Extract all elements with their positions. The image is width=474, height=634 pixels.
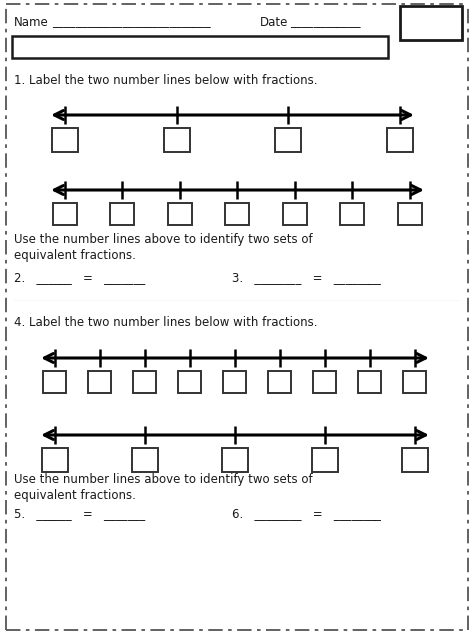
Text: 5.   ______   =   _______: 5. ______ = _______	[14, 507, 145, 521]
Bar	[44, 371, 66, 393]
Bar	[89, 371, 111, 393]
Text: equivalent fractions.: equivalent fractions.	[14, 489, 136, 503]
Text: Use the number lines above to identify two sets of: Use the number lines above to identify t…	[14, 233, 313, 247]
Bar	[340, 203, 365, 225]
Bar	[313, 371, 337, 393]
Text: 1: 1	[411, 375, 419, 389]
Bar	[224, 371, 246, 393]
Text: ____________: ____________	[290, 15, 361, 29]
Bar	[52, 128, 78, 152]
Text: 0: 0	[51, 453, 59, 467]
Text: 0: 0	[61, 207, 69, 221]
Bar	[283, 203, 307, 225]
Bar	[12, 36, 388, 58]
Text: Name: Name	[14, 15, 49, 29]
Bar	[42, 448, 68, 472]
Bar	[164, 128, 190, 152]
Bar	[168, 203, 192, 225]
Text: 0: 0	[51, 375, 59, 389]
Bar	[403, 371, 427, 393]
Text: 6.   ________   =   ________: 6. ________ = ________	[232, 507, 381, 521]
Text: Use the number lines above to identify two sets of: Use the number lines above to identify t…	[14, 474, 313, 486]
Bar	[226, 203, 249, 225]
Text: 3.   ________   =   ________: 3. ________ = ________	[232, 271, 381, 285]
Text: 3.NF.A.3.A – Equivalent Fractions on a Number Line: 3.NF.A.3.A – Equivalent Fractions on a N…	[49, 41, 351, 53]
Bar	[387, 128, 413, 152]
Text: 4. Label the two number lines below with fractions.: 4. Label the two number lines below with…	[14, 316, 318, 328]
Text: 0: 0	[61, 134, 69, 146]
Text: Score:: Score:	[413, 18, 448, 28]
Text: equivalent fractions.: equivalent fractions.	[14, 250, 136, 262]
Bar	[53, 203, 77, 225]
Text: ___________________________: ___________________________	[52, 15, 210, 29]
Text: 1. Label the two number lines below with fractions.: 1. Label the two number lines below with…	[14, 74, 318, 86]
Bar	[110, 203, 135, 225]
Text: 1: 1	[411, 453, 419, 467]
Bar	[275, 128, 301, 152]
Bar	[312, 448, 338, 472]
Text: Date: Date	[260, 15, 288, 29]
Bar	[398, 203, 422, 225]
Bar	[134, 371, 156, 393]
Bar	[268, 371, 292, 393]
Bar	[400, 6, 462, 40]
Bar	[402, 448, 428, 472]
Bar	[222, 448, 248, 472]
Text: 1: 1	[396, 134, 404, 146]
Text: 1: 1	[406, 207, 414, 221]
Bar	[132, 448, 158, 472]
Bar	[358, 371, 382, 393]
Text: 2.   ______   =   _______: 2. ______ = _______	[14, 271, 145, 285]
Bar	[179, 371, 201, 393]
